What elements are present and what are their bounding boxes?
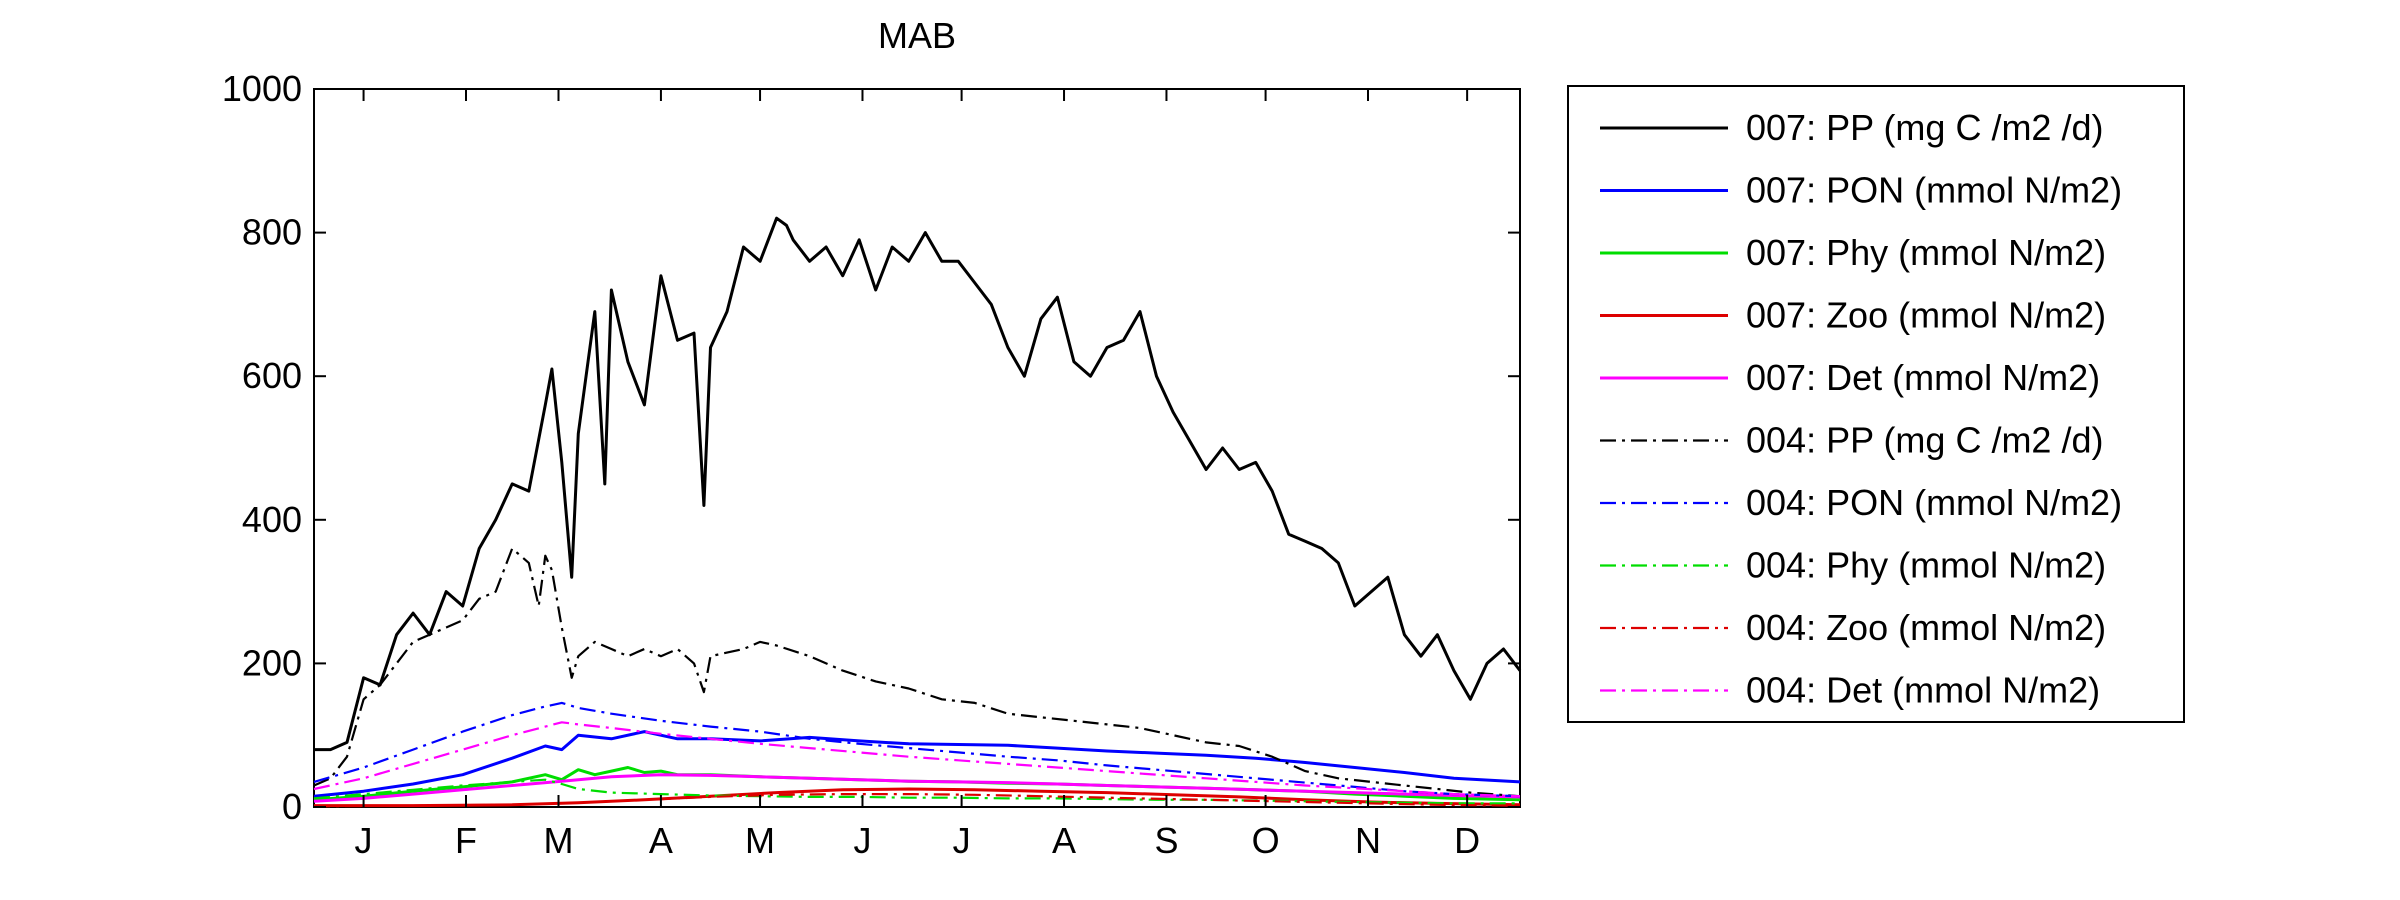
x-tick-label: N	[1355, 820, 1381, 861]
y-tick-label: 1000	[222, 68, 302, 109]
x-tick-label: A	[649, 820, 673, 861]
series-line-8	[313, 792, 1521, 808]
x-tick-label: J	[953, 820, 971, 861]
x-tick-label: J	[355, 820, 373, 861]
chart-title: MAB	[878, 15, 956, 56]
series-layer	[313, 216, 1522, 808]
legend-label-5: 004: PP (mg C /m2 /d)	[1746, 420, 2103, 461]
legend-items: 007: PP (mg C /m2 /d) 007: PON (mmol N/m2…	[1600, 107, 2122, 711]
plot-frame	[313, 88, 1521, 808]
y-tick-label: 800	[242, 212, 302, 253]
legend-label-6: 004: PON (mmol N/m2)	[1746, 482, 2122, 523]
legend-label-9: 004: Det (mmol N/m2)	[1746, 670, 2100, 711]
x-tick-label: J	[853, 820, 871, 861]
x-tick-label: S	[1154, 820, 1178, 861]
series-line-5	[313, 547, 1521, 798]
legend-label-8: 004: Zoo (mmol N/m2)	[1746, 607, 2106, 648]
x-tick-label: O	[1252, 820, 1280, 861]
legend-label-4: 007: Det (mmol N/m2)	[1746, 357, 2100, 398]
y-tick-label: 200	[242, 642, 302, 683]
legend-label-0: 007: PP (mg C /m2 /d)	[1746, 107, 2103, 148]
x-tick-label: A	[1052, 820, 1076, 861]
legend-label-7: 004: Phy (mmol N/m2)	[1746, 545, 2106, 586]
legend-label-1: 007: PON (mmol N/m2)	[1746, 170, 2122, 211]
series-line-0	[314, 216, 1522, 752]
series-line-4	[313, 773, 1521, 803]
y-tick-label: 600	[242, 355, 302, 396]
series-line-1	[313, 730, 1521, 798]
legend: 007: PP (mg C /m2 /d) 007: PON (mmol N/m2…	[1567, 85, 2185, 723]
y-tick-label: 400	[242, 499, 302, 540]
legend-label-3: 007: Zoo (mmol N/m2)	[1746, 295, 2106, 336]
legend-label-2: 007: Phy (mmol N/m2)	[1746, 232, 2106, 273]
plot-area: 0 200 400 600 800 1000 J F M A M J J A S O N D	[222, 68, 1522, 861]
axis-layer: 0 200 400 600 800 1000 J F M A M J J A S O N D	[222, 68, 1520, 861]
series-line-6	[313, 701, 1521, 798]
x-tick-label: D	[1454, 820, 1480, 861]
x-tick-label: M	[745, 820, 775, 861]
x-tick-label: M	[544, 820, 574, 861]
series-line-7	[313, 778, 1520, 805]
y-tick-label: 0	[282, 786, 302, 827]
x-tick-label: F	[455, 820, 477, 861]
